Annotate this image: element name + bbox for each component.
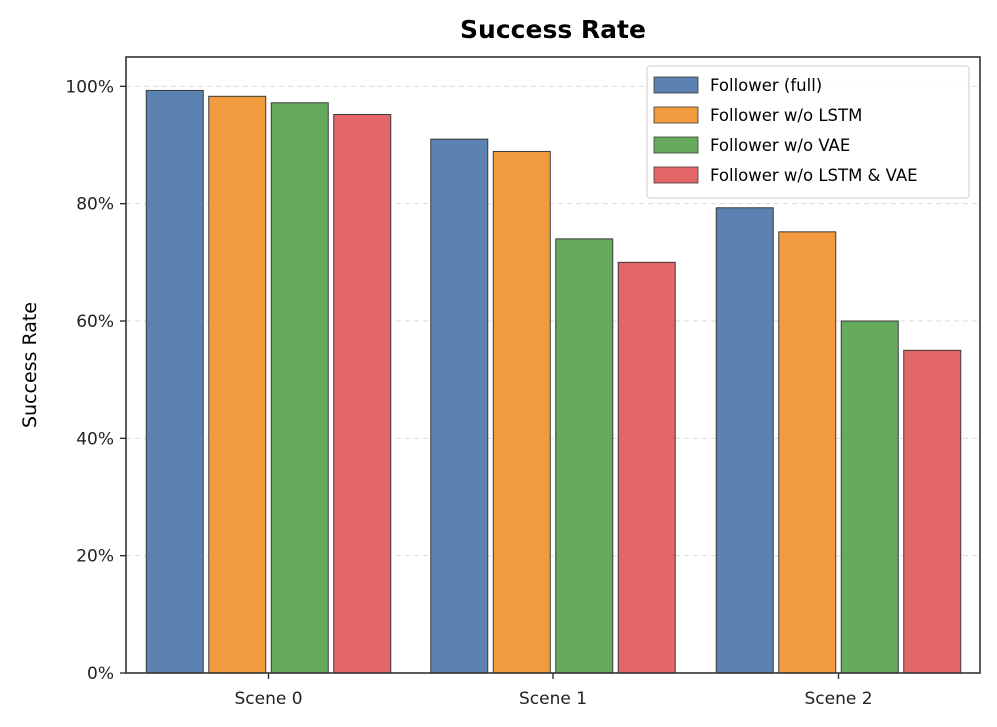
legend-swatch (653, 76, 699, 94)
legend-label: Follower (full) (710, 76, 822, 95)
bar-follower-w-o-vae-scene-1 (555, 238, 614, 674)
bar-follower-w-o-lstm-scene-2 (778, 231, 837, 674)
bar-follower-w-o-vae-scene-0 (270, 102, 329, 674)
y-axis: 0% 20% 40% 60% 80% 100% (65, 77, 126, 684)
legend-label: Follower w/o LSTM (710, 106, 862, 125)
x-tick-label: Scene 2 (804, 689, 872, 709)
y-tick-label: 100% (65, 77, 114, 97)
legend-box (646, 65, 970, 199)
bar-follower-full--scene-0 (145, 89, 204, 674)
bar-follower-full--scene-2 (715, 207, 774, 674)
legend-label: Follower w/o VAE (710, 136, 850, 155)
legend-swatch (653, 106, 699, 124)
y-axis-label: Success Rate (19, 302, 41, 428)
bar-follower-w-o-lstm-scene-1 (492, 150, 551, 674)
legend: Follower (full) Follower w/o LSTM Follower… (646, 65, 970, 199)
y-tick-label: 0% (87, 664, 114, 684)
bar-follower-w-o-lstm-vae-scene-2 (903, 349, 962, 674)
y-tick-label: 80% (76, 195, 114, 215)
x-axis: Scene 0 Scene 1 Scene 2 (234, 673, 873, 709)
x-tick-label: Scene 0 (234, 689, 302, 709)
y-tick-label: 60% (76, 312, 114, 332)
chart-title: Success Rate (460, 15, 646, 44)
bar-follower-w-o-lstm-scene-0 (208, 95, 267, 674)
bar-follower-w-o-lstm-vae-scene-0 (333, 113, 392, 674)
legend-swatch (653, 166, 699, 184)
x-tick-label: Scene 1 (519, 689, 587, 709)
y-tick-label: 40% (76, 429, 114, 449)
legend-label: Follower w/o LSTM & VAE (710, 166, 918, 185)
bars (145, 89, 962, 674)
legend-swatch (653, 136, 699, 154)
bar-follower-w-o-vae-scene-2 (840, 320, 899, 674)
y-tick-label: 20% (76, 547, 114, 567)
bar-follower-w-o-lstm-vae-scene-1 (617, 261, 676, 674)
bar-follower-full--scene-1 (430, 138, 489, 674)
